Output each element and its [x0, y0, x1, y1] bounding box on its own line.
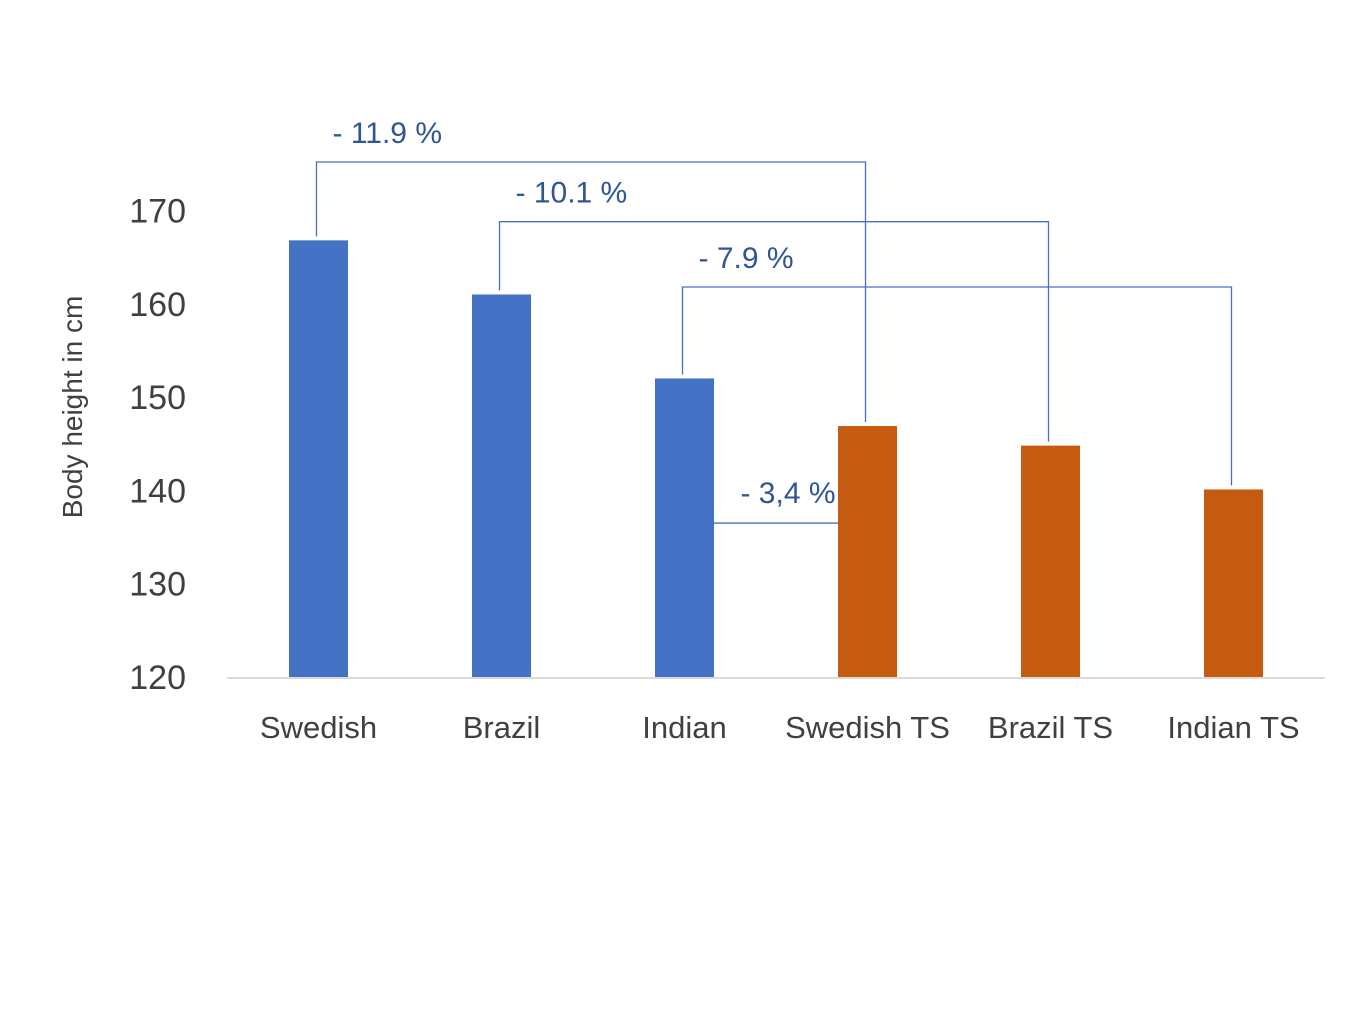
category-label: Brazil	[463, 710, 541, 745]
percent-difference-label: - 11.9 %	[333, 117, 443, 150]
bar	[1021, 445, 1080, 677]
y-tick-label: 160	[129, 286, 186, 324]
category-label: Swedish	[260, 710, 377, 745]
y-tick-label: 140	[129, 472, 186, 510]
percent-difference-label: - 10.1 %	[516, 177, 628, 210]
y-tick-label: 120	[129, 659, 186, 697]
bars	[289, 240, 1263, 677]
percent-difference-label: - 7.9 %	[699, 242, 794, 275]
category-label: Indian	[642, 710, 726, 745]
category-label: Brazil TS	[988, 710, 1113, 745]
y-axis-label: Body height in cm	[57, 296, 88, 519]
comparison-bracket	[315, 161, 867, 423]
bar	[655, 378, 714, 677]
category-labels: Swedish Brazil Indian Swedish TS Brazil TS In…	[260, 710, 1300, 745]
bar	[838, 426, 897, 677]
comparison-bracket	[681, 286, 1233, 486]
y-axis-ticks: 120 130 140 150 160 170	[129, 193, 186, 698]
percent-difference-label: - 3,4 %	[740, 477, 835, 510]
y-tick-label: 170	[129, 193, 186, 231]
bar	[472, 294, 531, 677]
comparison-brackets: - 11.9 % - 10.1 % - 7.9 % - 3,4 %	[315, 117, 1233, 524]
category-label: Swedish TS	[785, 710, 950, 745]
comparison-bracket	[498, 221, 1050, 442]
category-label: Indian TS	[1167, 710, 1299, 745]
y-tick-label: 130	[129, 566, 186, 604]
bar	[289, 240, 348, 677]
y-tick-label: 150	[129, 379, 186, 417]
bar	[1204, 489, 1263, 677]
